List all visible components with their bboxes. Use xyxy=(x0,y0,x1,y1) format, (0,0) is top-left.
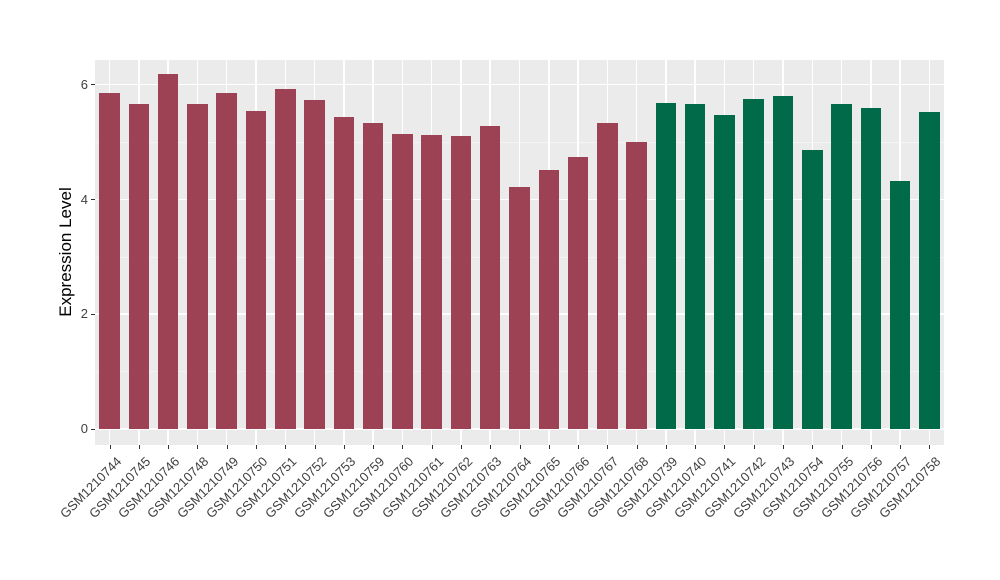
y-tick-label-6: 6 xyxy=(80,76,88,92)
x-tick-GSM1210750 xyxy=(256,445,258,449)
bar-GSM1210751 xyxy=(275,88,296,429)
x-tick-GSM1210758 xyxy=(929,445,931,449)
y-tick-label-0: 0 xyxy=(80,421,88,437)
y-tick-0 xyxy=(91,428,95,430)
x-tick-GSM1210759 xyxy=(373,445,375,449)
x-tick-GSM1210757 xyxy=(900,445,902,449)
bar-GSM1210744 xyxy=(99,92,120,429)
x-tick-GSM1210752 xyxy=(314,445,316,449)
x-tick-GSM1210764 xyxy=(519,445,521,449)
x-tick-GSM1210761 xyxy=(431,445,433,449)
x-tick-GSM1210739 xyxy=(665,445,667,449)
x-tick-GSM1210754 xyxy=(812,445,814,449)
bar-GSM1210757 xyxy=(889,180,911,429)
x-tick-GSM1210767 xyxy=(607,445,609,449)
y-tick-6 xyxy=(91,84,95,86)
bar-GSM1210748 xyxy=(187,103,208,429)
x-tick-GSM1210741 xyxy=(724,445,726,449)
bar-GSM1210753 xyxy=(333,117,355,429)
bar-GSM1210746 xyxy=(157,73,179,429)
bar-GSM1210755 xyxy=(831,103,852,429)
bar-GSM1210761 xyxy=(421,135,442,429)
x-tick-GSM1210749 xyxy=(226,445,228,449)
bar-GSM1210743 xyxy=(772,96,794,429)
bar-GSM1210754 xyxy=(802,149,823,429)
x-tick-GSM1210745 xyxy=(138,445,140,449)
x-tick-GSM1210742 xyxy=(753,445,755,449)
bar-GSM1210741 xyxy=(714,114,735,429)
x-tick-GSM1210748 xyxy=(197,445,199,449)
bar-GSM1210740 xyxy=(684,104,706,429)
bar-GSM1210763 xyxy=(479,126,501,429)
x-tick-GSM1210768 xyxy=(636,445,638,449)
bar-GSM1210765 xyxy=(538,169,560,429)
y-tick-4 xyxy=(91,199,95,201)
bar-GSM1210760 xyxy=(392,134,413,429)
bar-GSM1210762 xyxy=(450,135,472,429)
x-tick-GSM1210765 xyxy=(548,445,550,449)
x-tick-GSM1210762 xyxy=(460,445,462,449)
y-axis-title: Expression Level xyxy=(56,187,75,317)
y-tick-label-2: 2 xyxy=(80,306,88,322)
bar-GSM1210764 xyxy=(509,187,530,429)
bar-GSM1210752 xyxy=(304,100,325,429)
x-tick-GSM1210746 xyxy=(168,445,170,449)
y-tick-2 xyxy=(91,313,95,315)
bar-GSM1210749 xyxy=(216,92,237,429)
bar-GSM1210742 xyxy=(743,99,764,429)
x-tick-GSM1210763 xyxy=(490,445,492,449)
x-tick-GSM1210744 xyxy=(109,445,111,449)
plot-panel xyxy=(95,60,944,445)
x-tick-GSM1210740 xyxy=(695,445,697,449)
x-tick-GSM1210751 xyxy=(285,445,287,449)
bar-GSM1210767 xyxy=(597,122,618,429)
x-tick-GSM1210755 xyxy=(841,445,843,449)
x-tick-GSM1210743 xyxy=(782,445,784,449)
y-tick-label-4: 4 xyxy=(80,191,88,207)
bar-GSM1210750 xyxy=(245,111,267,429)
x-tick-GSM1210760 xyxy=(402,445,404,449)
x-tick-GSM1210753 xyxy=(343,445,345,449)
bar-GSM1210745 xyxy=(128,104,150,429)
bar-GSM1210766 xyxy=(567,156,589,429)
bar-GSM1210758 xyxy=(919,112,940,429)
bar-GSM1210759 xyxy=(362,123,384,429)
bar-GSM1210756 xyxy=(860,107,882,429)
bar-GSM1210739 xyxy=(655,102,677,429)
x-tick-GSM1210766 xyxy=(578,445,580,449)
bar-GSM1210768 xyxy=(626,142,647,429)
x-tick-GSM1210756 xyxy=(870,445,872,449)
